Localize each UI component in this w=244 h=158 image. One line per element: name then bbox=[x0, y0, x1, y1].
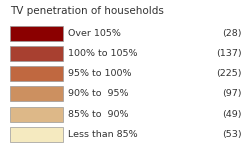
Text: (137): (137) bbox=[216, 49, 242, 58]
Text: Less than 85%: Less than 85% bbox=[68, 130, 138, 139]
Text: 100% to 105%: 100% to 105% bbox=[68, 49, 138, 58]
Bar bbox=[10, 26, 63, 41]
Text: (49): (49) bbox=[222, 110, 242, 118]
Bar bbox=[10, 46, 63, 61]
Text: Over 105%: Over 105% bbox=[68, 29, 121, 38]
Bar bbox=[10, 106, 63, 122]
Text: (225): (225) bbox=[216, 69, 242, 78]
Text: TV penetration of households: TV penetration of households bbox=[10, 6, 164, 16]
Bar bbox=[10, 86, 63, 101]
Bar bbox=[10, 66, 63, 81]
Text: (97): (97) bbox=[222, 89, 242, 98]
Text: 95% to 100%: 95% to 100% bbox=[68, 69, 132, 78]
Text: 90% to  95%: 90% to 95% bbox=[68, 89, 129, 98]
Text: (53): (53) bbox=[222, 130, 242, 139]
Text: (28): (28) bbox=[222, 29, 242, 38]
Bar bbox=[10, 127, 63, 142]
Text: 85% to  90%: 85% to 90% bbox=[68, 110, 129, 118]
